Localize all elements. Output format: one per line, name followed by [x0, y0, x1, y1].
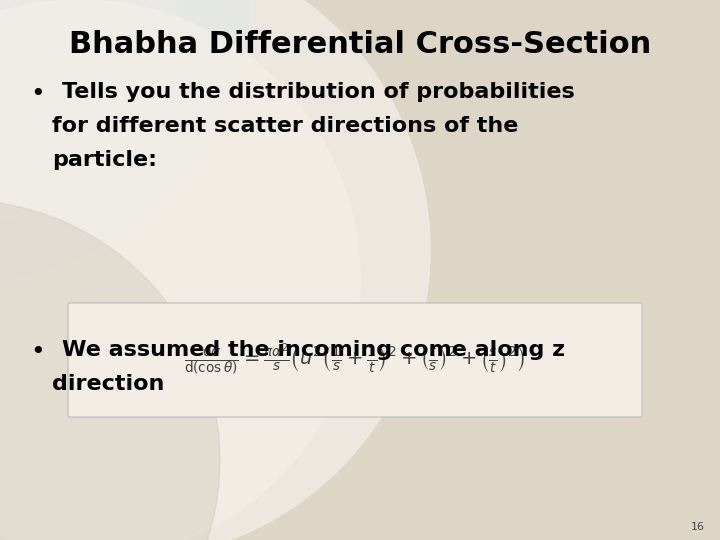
Circle shape — [0, 0, 360, 540]
Text: particle:: particle: — [52, 150, 157, 170]
Text: 16: 16 — [691, 522, 705, 532]
Circle shape — [0, 200, 220, 540]
Circle shape — [0, 0, 180, 290]
Text: $\frac{\mathrm{d}\sigma}{\mathrm{d}(\cos\theta)} = \frac{\pi\alpha^2}{s} \left( : $\frac{\mathrm{d}\sigma}{\mathrm{d}(\cos… — [184, 342, 526, 378]
Text: •: • — [30, 340, 45, 364]
Text: direction: direction — [52, 374, 164, 394]
FancyBboxPatch shape — [68, 303, 642, 417]
Circle shape — [0, 0, 180, 220]
Circle shape — [0, 0, 430, 540]
Text: We assumed the incoming come along z: We assumed the incoming come along z — [62, 340, 565, 360]
Text: •: • — [30, 82, 45, 106]
Text: for different scatter directions of the: for different scatter directions of the — [52, 116, 518, 136]
Text: Tells you the distribution of probabilities: Tells you the distribution of probabilit… — [62, 82, 575, 102]
Text: Bhabha Differential Cross-Section: Bhabha Differential Cross-Section — [69, 30, 651, 59]
Circle shape — [0, 0, 250, 280]
